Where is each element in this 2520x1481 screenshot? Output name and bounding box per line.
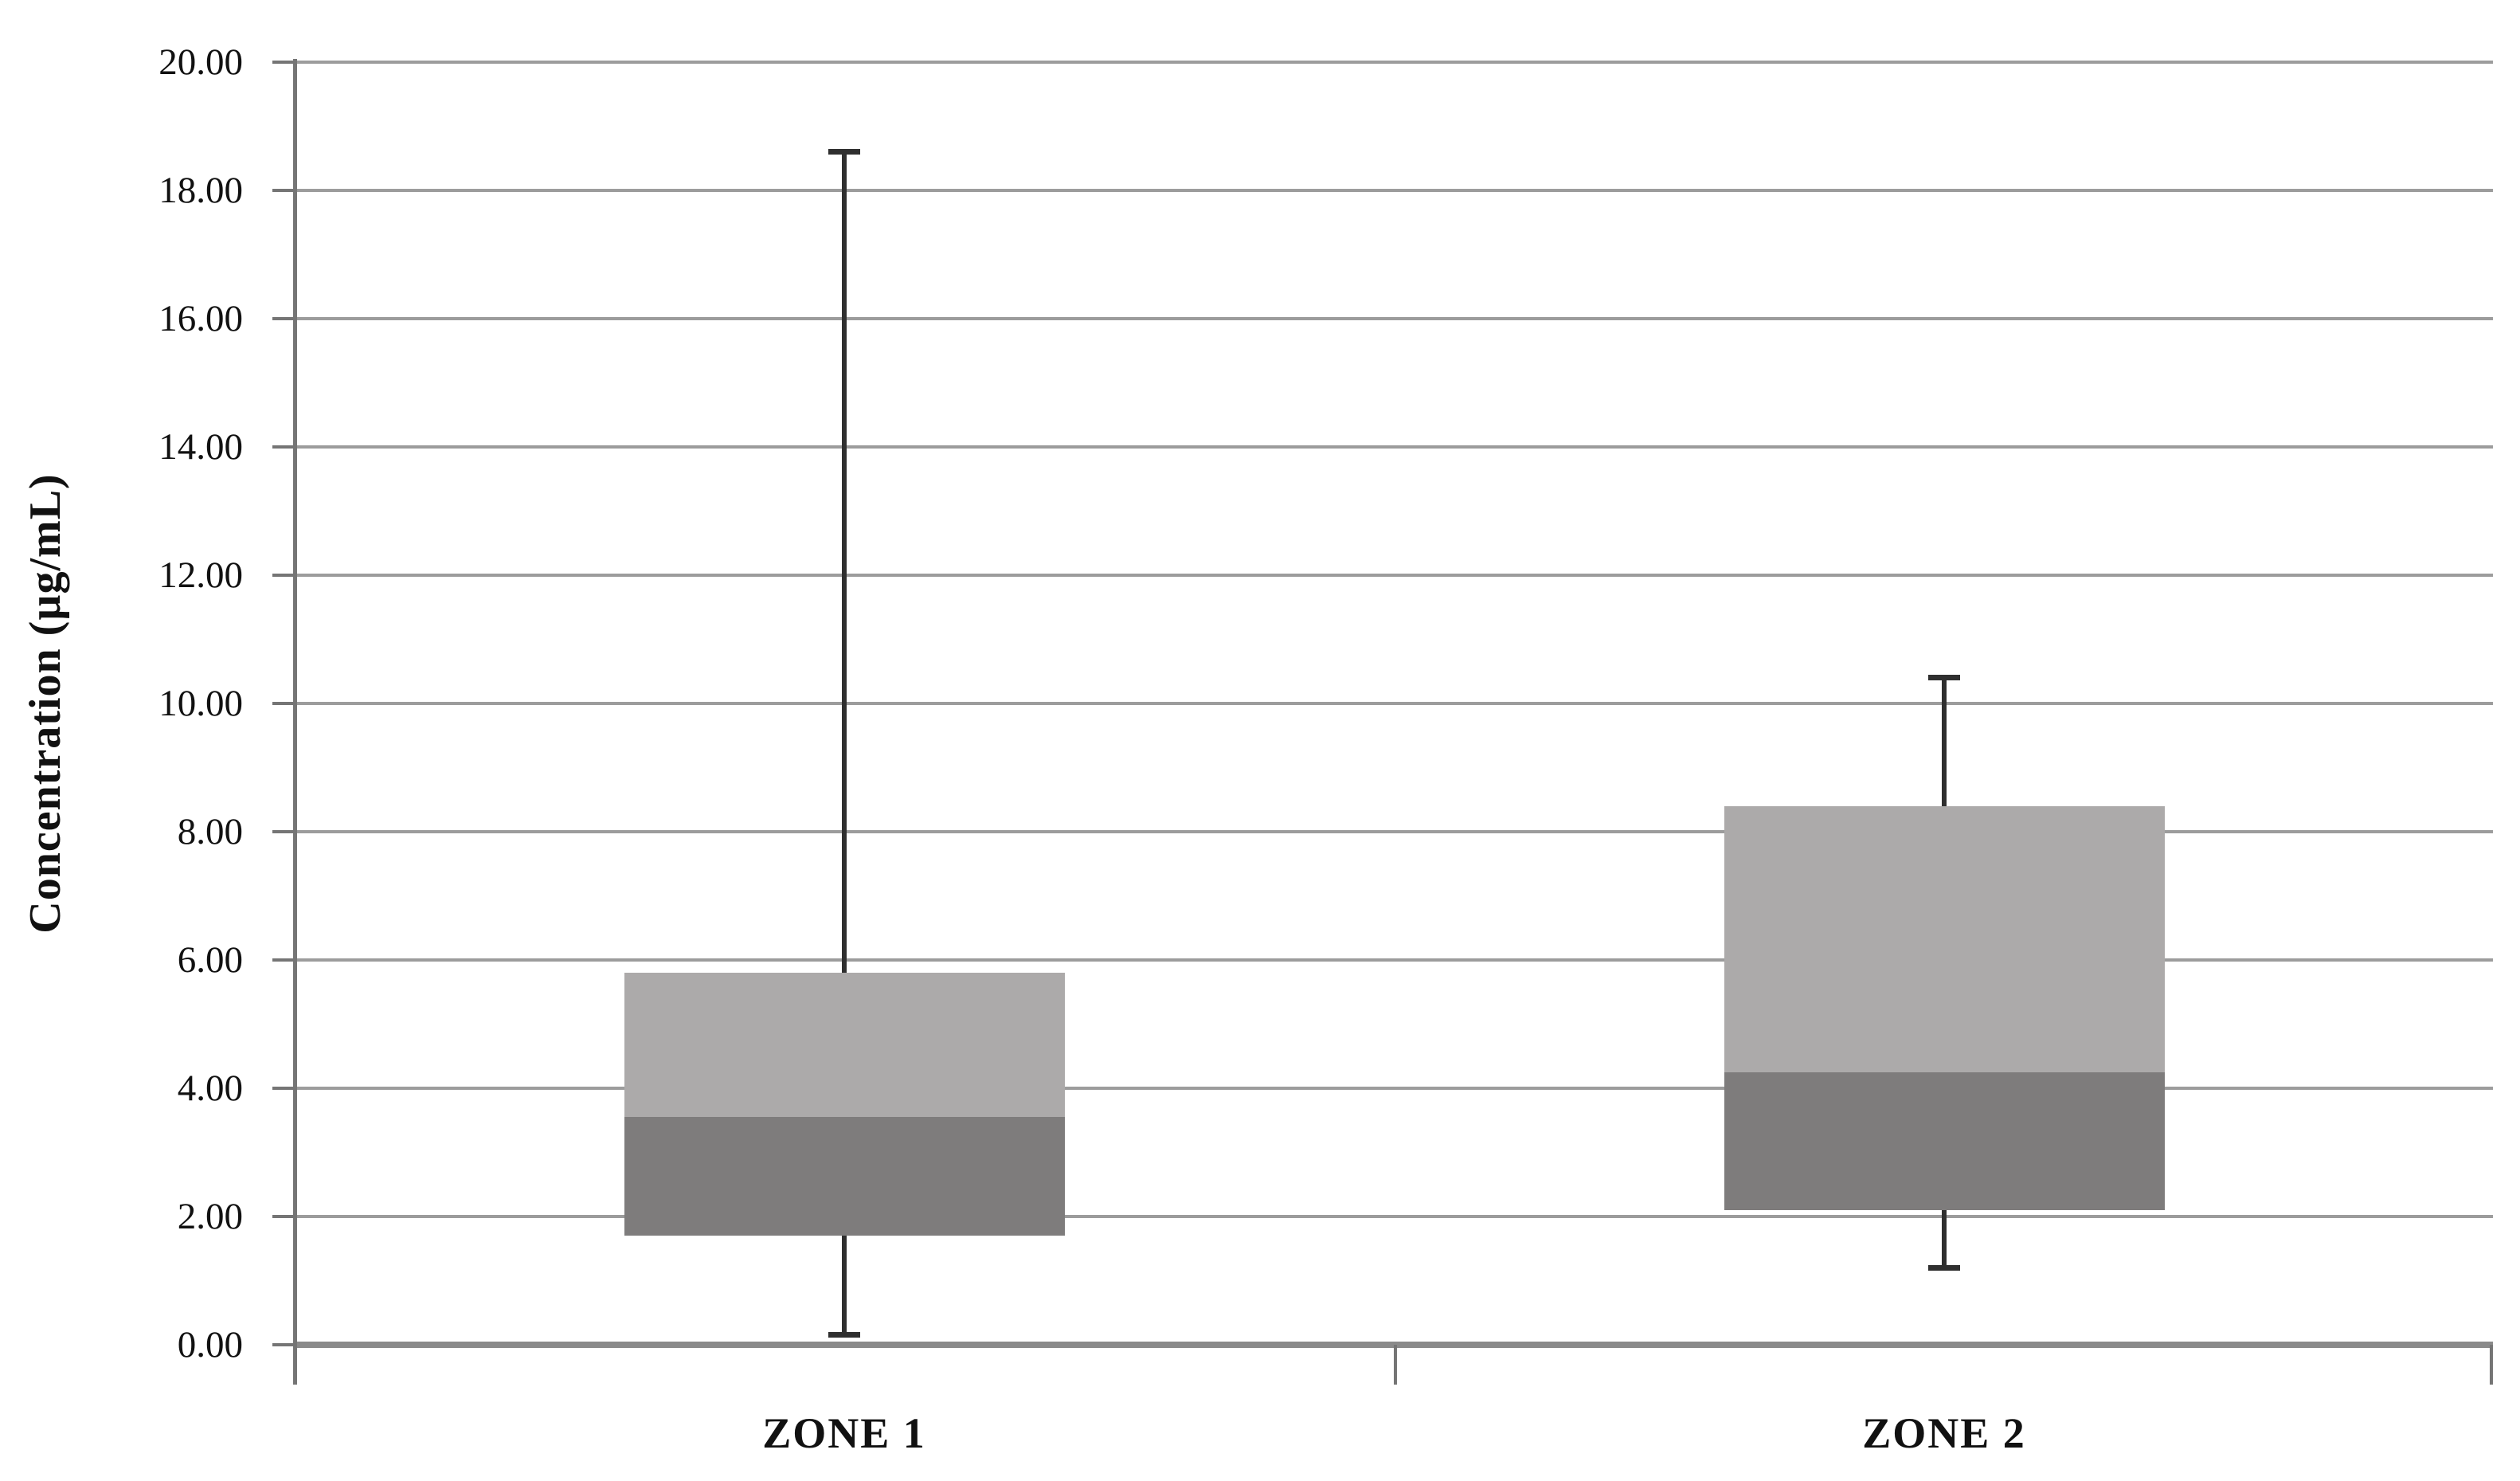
lower-whisker-cap <box>828 1332 860 1338</box>
y-axis-tick <box>272 1343 297 1346</box>
box-lower-segment-median-to-q1 <box>1724 1072 2165 1210</box>
gridline <box>295 1215 2493 1218</box>
box-upper-segment-q3-to-median <box>1724 805 2165 1072</box>
y-tick-label: 14.00 <box>158 426 243 468</box>
box-upper-segment-q3-to-median <box>624 973 1065 1118</box>
gridline <box>295 830 2493 833</box>
y-tick-label: 2.00 <box>177 1196 243 1237</box>
gridline <box>295 1087 2493 1090</box>
y-axis-tick <box>272 702 297 705</box>
y-axis-tick <box>272 61 297 64</box>
upper-whisker-cap <box>828 149 860 155</box>
upper-whisker-line <box>842 151 847 974</box>
category-label: ZONE 2 <box>1862 1409 2026 1457</box>
lower-whisker-cap <box>1928 1264 1960 1271</box>
y-axis-tick <box>272 574 297 577</box>
y-tick-label: 6.00 <box>177 939 243 981</box>
category-boundary-tick <box>2490 1345 2493 1385</box>
y-axis-tick <box>272 830 297 833</box>
lower-whisker-line <box>842 1236 847 1335</box>
upper-whisker-cap <box>1928 675 1960 681</box>
gridline <box>295 445 2493 449</box>
category-boundary-tick <box>1394 1345 1397 1385</box>
y-axis-tick <box>272 317 297 320</box>
y-tick-label: 20.00 <box>158 41 243 83</box>
y-tick-label: 12.00 <box>158 554 243 596</box>
upper-whisker-line <box>1942 677 1947 806</box>
gridline <box>295 574 2493 577</box>
y-tick-label: 0.00 <box>177 1324 243 1365</box>
lower-whisker-line <box>1942 1209 1947 1268</box>
y-tick-label: 8.00 <box>177 811 243 852</box>
y-tick-label: 16.00 <box>158 298 243 339</box>
y-axis-line <box>293 59 297 1385</box>
box-lower-segment-median-to-q1 <box>624 1117 1065 1236</box>
y-axis-tick <box>272 1215 297 1218</box>
y-tick-label: 18.00 <box>158 170 243 211</box>
gridline <box>295 61 2493 64</box>
y-axis-tick <box>272 958 297 962</box>
y-tick-label: 10.00 <box>158 683 243 724</box>
y-axis-tick <box>272 1087 297 1090</box>
y-tick-label: 4.00 <box>177 1068 243 1109</box>
gridline <box>295 189 2493 192</box>
gridline <box>295 317 2493 320</box>
gridline <box>295 702 2493 705</box>
y-axis-tick <box>272 445 297 449</box>
y-axis-tick <box>272 189 297 192</box>
gridline <box>295 958 2493 962</box>
category-label: ZONE 1 <box>762 1409 926 1457</box>
